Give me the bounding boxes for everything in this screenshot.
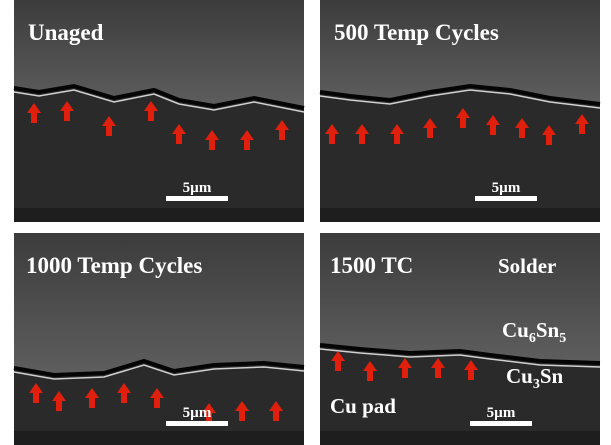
label-cu-pad: Cu pad: [330, 394, 396, 418]
panel: 500 Temp Cycles 5µm: [320, 0, 600, 222]
scale-bar: [470, 421, 532, 426]
info-strip: [320, 431, 600, 445]
scale-bar: [475, 196, 537, 201]
panel-title: Unaged: [28, 20, 104, 45]
panel-title: 1500 TC: [330, 253, 413, 278]
panel: 1000 Temp Cycles 5µm: [14, 233, 304, 445]
info-strip: [14, 208, 304, 222]
info-strip: [14, 431, 304, 445]
figure: Unaged 5µm 500 Temp Cycles 5µm 1000 Temp…: [0, 0, 611, 445]
panel-title: 500 Temp Cycles: [334, 20, 499, 45]
panel: Unaged 5µm: [14, 0, 304, 222]
panel: 1500 TC Solder Cu6Sn5 Cu3Sn Cu pad 5µm: [320, 233, 600, 445]
label-solder: Solder: [498, 254, 556, 278]
scale-label: 5µm: [492, 180, 521, 196]
scale-label: 5µm: [487, 405, 516, 421]
scale-label: 5µm: [183, 180, 212, 196]
info-strip: [320, 208, 600, 222]
scale-label: 5µm: [183, 405, 212, 421]
scale-bar: [166, 421, 228, 426]
scale-bar: [166, 196, 228, 201]
panel-title: 1000 Temp Cycles: [26, 253, 202, 278]
